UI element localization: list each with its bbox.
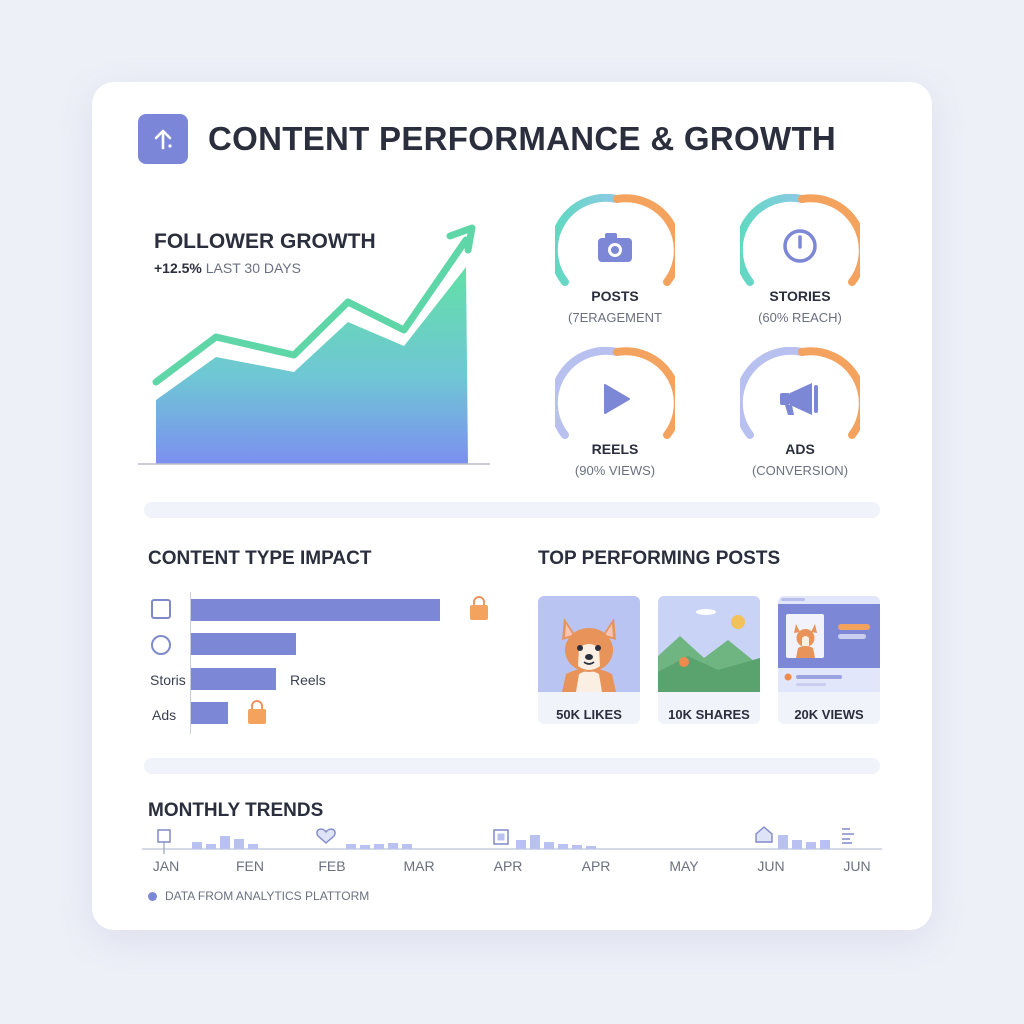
- camera-icon: [598, 233, 632, 262]
- circle-icon: [151, 635, 171, 655]
- gauge-reels[interactable]: REELS (90% VIEWS): [545, 347, 685, 478]
- impact-row-label: Ads: [152, 707, 177, 723]
- month-label: MAY: [669, 858, 699, 874]
- shopping-bag-icon: [470, 596, 488, 620]
- impact-bar[interactable]: [191, 702, 228, 724]
- top-posts-title: TOP PERFORMING POSTS: [538, 548, 781, 569]
- month-label: FEB: [318, 858, 346, 874]
- gauge-sub: (CONVERSION): [751, 463, 849, 478]
- month-label: MAR: [403, 858, 435, 874]
- gauge-sub: (90% VIEWS): [574, 463, 656, 478]
- impact-axis: [190, 592, 191, 734]
- growth-area: [156, 267, 468, 464]
- profile-card-image: [778, 596, 880, 692]
- data-source-note: DATA FROM ANALYTICS PLATTORM: [148, 889, 369, 903]
- post-caption: 20K VIEWS: [794, 707, 864, 722]
- impact-bar[interactable]: [191, 668, 276, 690]
- list-icon: [842, 828, 854, 844]
- post-caption: 10K SHARES: [668, 707, 750, 722]
- month-label: FEN: [236, 858, 264, 874]
- content-type-impact-title: CONTENT TYPE IMPACT: [148, 548, 372, 569]
- impact-bar[interactable]: [191, 633, 296, 655]
- gauge-ads[interactable]: ADS (CONVERSION): [730, 347, 870, 478]
- growth-period: LAST 30 DAYS: [205, 260, 301, 276]
- section-divider: [144, 502, 880, 518]
- impact-bar[interactable]: [191, 599, 440, 621]
- landscape-image: [658, 596, 760, 692]
- gauge-label: ADS: [785, 441, 815, 457]
- heart-icon: [316, 828, 336, 844]
- gauge-sub: (7ERAGEMENT: [568, 310, 662, 325]
- bullet-dot-icon: [148, 891, 157, 901]
- top-post-card[interactable]: 10K SHARES: [658, 596, 760, 724]
- home-icon: [755, 826, 773, 843]
- impact-bar-end-label: Reels: [290, 672, 326, 688]
- post-caption: 50K LIKES: [556, 707, 622, 722]
- month-label: JUN: [843, 858, 871, 874]
- gauge-posts[interactable]: POSTS (7ERAGEMENT: [545, 194, 685, 325]
- square-icon: [151, 599, 171, 619]
- gauge-label: STORIES: [769, 288, 831, 304]
- gauge-stories[interactable]: STORIES (60% REACH): [730, 194, 870, 325]
- play-icon: [604, 384, 630, 414]
- follower-growth-chart: [138, 224, 490, 465]
- clock-icon: [783, 229, 817, 263]
- gauge-label: REELS: [591, 441, 639, 457]
- monthly-trends-chart: [142, 826, 882, 854]
- square-icon: [493, 829, 509, 845]
- top-post-card[interactable]: 50K LIKES: [538, 596, 640, 724]
- growth-change: +12.5%: [154, 260, 202, 276]
- section-divider: [144, 758, 880, 774]
- gauge-label: POSTS: [591, 288, 639, 304]
- top-post-card[interactable]: 20K VIEWS: [778, 596, 880, 724]
- month-label: APR: [581, 858, 611, 874]
- follower-growth-title: FOLLOWER GROWTH: [154, 230, 376, 253]
- month-label: JUN: [757, 858, 785, 874]
- monthly-trends-title: MONTHLY TRENDS: [148, 800, 324, 821]
- follower-growth-subtitle: +12.5% LAST 30 DAYS: [154, 260, 301, 276]
- impact-row-label: Storis: [150, 672, 186, 688]
- dashboard-card: CONTENT PERFORMANCE & GROWTH FOLLOWER GR…: [92, 82, 932, 930]
- month-label: JAN: [152, 858, 180, 874]
- trend-bars: [192, 835, 830, 849]
- data-source-text: DATA FROM ANALYTICS PLATTORM: [165, 889, 370, 903]
- growth-arrow-head: [446, 224, 476, 254]
- shopping-bag-icon: [248, 700, 266, 724]
- corgi-image: [538, 596, 640, 692]
- month-label: APR: [493, 858, 523, 874]
- arrow-up-icon: [138, 114, 188, 164]
- megaphone-icon: [780, 383, 818, 415]
- gauge-sub: (60% REACH): [758, 310, 842, 325]
- square-icon: [157, 829, 171, 843]
- page-title: CONTENT PERFORMANCE & GROWTH: [208, 120, 837, 157]
